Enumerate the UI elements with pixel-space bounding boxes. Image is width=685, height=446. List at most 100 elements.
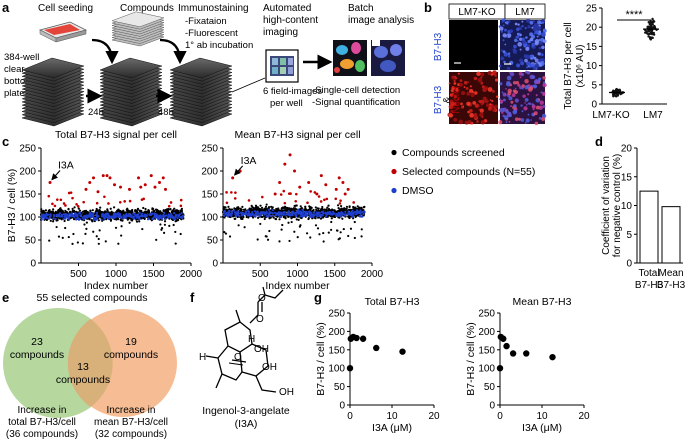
c-point-screened [98,213,102,216]
c-point-dmso [52,217,55,220]
cell [480,120,486,125]
cell [541,32,546,37]
c-point-dmso [317,212,320,215]
c-point-screened [259,222,262,226]
venn-overlap-count: 13 [77,361,89,373]
c-point-screened [261,215,264,218]
c-point-screened [98,229,101,232]
c-point-screened [222,206,226,209]
c-point-dmso [147,217,150,220]
c-xtick-label: 1000 [105,269,128,280]
c-point-dmso [297,208,300,211]
f-atom-oh2: OH [262,362,277,373]
cell [450,89,454,93]
c-point-screened [51,220,55,223]
cell [512,109,518,115]
cell [466,91,471,96]
c-point-selected [338,202,342,205]
c-point-screened [71,207,74,210]
c-point-screened [342,227,345,231]
c-point-dmso [282,213,285,216]
c-point-screened [242,215,245,219]
cell [521,39,527,45]
cell [483,87,488,92]
c-point-screened [89,209,92,212]
c-point-screened [85,209,88,212]
c-point-dmso [132,212,135,215]
cell [501,18,506,22]
c-point-selected [118,200,122,204]
cell [526,66,529,69]
c-title: Mean B7-H3 signal per cell [234,129,360,141]
c-point-selected [325,197,329,201]
c-point-screened [308,205,312,209]
cell [525,54,531,60]
c-point-selected [225,201,229,205]
c-point-screened [339,204,343,208]
b-point [649,31,653,35]
c-point-screened [227,205,230,208]
b-point [615,95,618,98]
cell [521,87,524,90]
c-point-dmso [312,215,315,218]
c-point-screened [347,234,350,238]
cell [533,22,539,28]
c-point-screened [250,204,253,207]
c-point-screened [160,228,163,231]
c-point-dmso [260,210,263,214]
c-point-selected [142,197,145,201]
venn-title: 55 selected compounds [37,292,148,304]
c-point-screened [245,215,248,219]
c-point-screened [299,205,302,208]
c-xtick-label: 1000 [286,269,309,280]
c-point-dmso [64,214,67,217]
cell [542,93,546,96]
cell [514,87,517,90]
c-point-dmso [298,212,302,215]
c-point-dmso [331,213,334,216]
d-ylabel-1: Coefficient of variation [601,156,612,255]
c-point-dmso [324,212,327,215]
cell [514,98,519,103]
compound-plate-stack-icon [111,11,165,47]
b-point [645,30,648,33]
c-point-screened [314,206,317,209]
c-point-screened [142,206,145,210]
cell [472,101,477,105]
step-batch-1: Batch [348,3,374,14]
c-point-screened [336,204,340,207]
b-point [652,26,656,29]
c-point-dmso [331,210,335,213]
cell [537,77,542,81]
c-point-screened [58,217,62,220]
cell [531,103,534,106]
cell [522,94,526,98]
c-point-screened [243,226,246,229]
c-point-dmso [357,211,361,215]
cell [542,82,547,88]
b-ytick-label: 0 [591,100,597,111]
c-point-dmso [312,211,315,214]
c-point-screened [138,220,141,223]
c-point-screened [91,209,94,212]
c-legend-label: DMSO [402,185,434,197]
c-point-dmso [72,215,75,218]
g-point [549,353,556,361]
c-point-dmso [292,210,295,213]
c-point-dmso [45,217,48,220]
c-point-screened [266,238,270,241]
cell [461,91,466,96]
c-point-selected [123,200,127,203]
c-point-screened [241,205,244,208]
c-point-screened [174,230,177,234]
c-point-selected [298,185,302,189]
c-point-dmso [240,213,243,216]
cell [508,120,511,123]
c-point-dmso [311,213,314,216]
c-point-dmso [92,212,95,215]
cell [527,25,531,29]
f-atom-h2: H [248,334,255,345]
cell [494,72,497,76]
c-point-dmso [69,213,72,216]
c-point-screened [163,220,167,223]
